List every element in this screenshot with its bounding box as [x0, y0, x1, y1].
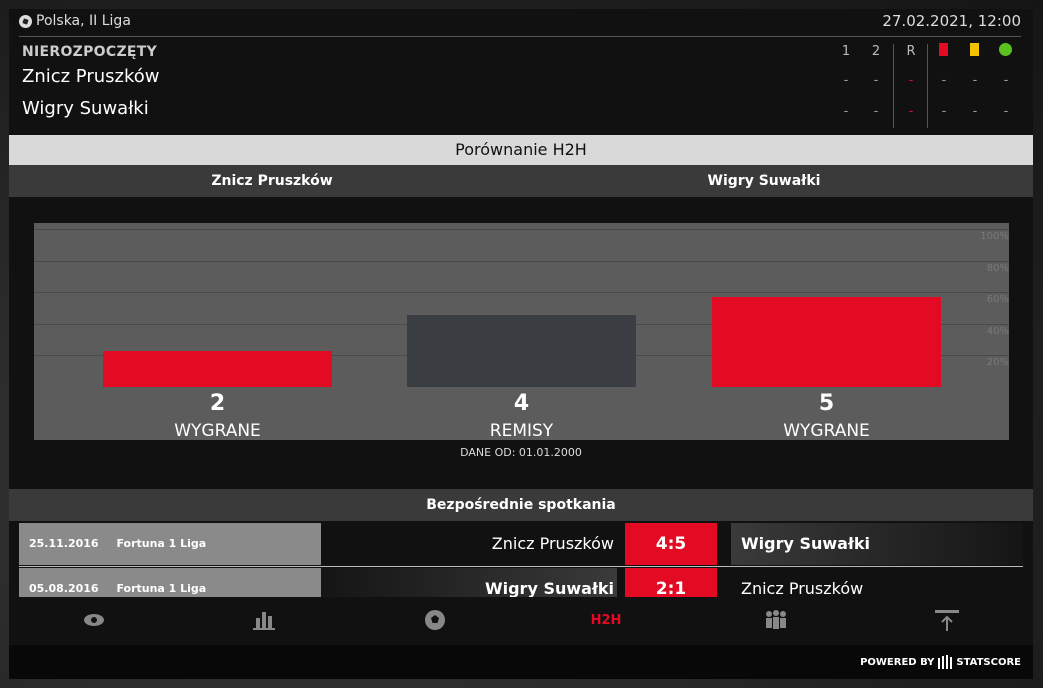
data-since-label: DANE OD: 01.01.2000: [460, 446, 582, 459]
meeting-away-team: Znicz Pruszków: [741, 579, 864, 598]
meeting-competition: Fortuna 1 Liga: [116, 582, 207, 595]
bottom-nav: H2H: [9, 597, 1033, 643]
league-name: Polska, II Liga: [36, 13, 131, 29]
away-team-name[interactable]: Wigry Suwałki: [22, 98, 149, 119]
meeting-competition: Fortuna 1 Liga: [116, 537, 207, 550]
meeting-row[interactable]: 25.11.2016 Fortuna 1 Liga Znicz Pruszków…: [19, 523, 1023, 565]
score-cell: -: [1003, 104, 1009, 119]
chart-value-label: 2: [209, 391, 226, 416]
chart-bar: [407, 315, 636, 387]
meeting-date: 05.08.2016: [29, 582, 99, 595]
yellow-card-icon: [970, 43, 979, 56]
score-cell: -: [873, 104, 879, 119]
match-datetime: 27.02.2021, 12:00: [882, 12, 1021, 30]
score-cell: -: [941, 104, 947, 119]
h2h-title: Porównanie H2H: [9, 135, 1033, 165]
chart-tick-label: 80%: [986, 262, 1009, 274]
score-cell: -: [941, 73, 947, 88]
score-cell: -: [972, 73, 978, 88]
score-cell: -: [843, 73, 849, 88]
brand-label: STATSCORE: [956, 656, 1021, 668]
ball-icon: [425, 610, 445, 630]
red-card-icon: [939, 43, 948, 56]
footer: POWERED BY STATSCORE: [9, 645, 1033, 679]
score-cell: -: [843, 104, 849, 119]
chart-tick-label: 20%: [986, 357, 1009, 369]
col-first-half: 1: [841, 44, 851, 59]
stats-icon: [253, 612, 275, 630]
nav-lineups[interactable]: [691, 597, 861, 643]
lineups-icon: [766, 610, 786, 629]
meeting-score: 4:5: [625, 523, 717, 565]
chart-value-label: 4: [513, 391, 530, 416]
meeting-away-team: Wigry Suwałki: [731, 523, 1023, 565]
col-second-half: 2: [871, 44, 881, 59]
h2h-home-team: Znicz Pruszków: [211, 173, 333, 189]
eye-icon: [84, 614, 104, 626]
col-result: R: [906, 44, 916, 59]
nav-statistics[interactable]: [179, 597, 349, 643]
chart-gridline: [34, 229, 1009, 230]
row-divider: [19, 566, 1023, 567]
meeting-home-team: Wigry Suwałki: [484, 579, 614, 598]
chart-tick-label: 60%: [986, 294, 1009, 306]
league-label: Polska, II Liga: [19, 13, 131, 29]
h2h-away-team: Wigry Suwałki: [707, 173, 821, 189]
match-widget: Polska, II Liga 27.02.2021, 12:00 NIEROZ…: [9, 9, 1033, 679]
meeting-meta: 25.11.2016 Fortuna 1 Liga: [19, 523, 321, 565]
chart-category-label: WYGRANE: [174, 421, 261, 441]
h2h-chart: 100% 80% 60% 40% 20% 2 WYGRANE 4 REMISY 5 WYGRANE: [34, 223, 1009, 441]
chart-gridline: [34, 292, 1009, 294]
score-cell: -: [1003, 73, 1009, 88]
statscore-logo-icon: [938, 655, 953, 669]
nav-scroll-top[interactable]: [862, 597, 1032, 643]
top-icon: [935, 610, 959, 631]
powered-by[interactable]: POWERED BY STATSCORE: [860, 655, 1021, 669]
nav-match-events[interactable]: [350, 597, 520, 643]
chart-category-label: WYGRANE: [783, 421, 870, 441]
corner-icon: [999, 43, 1012, 56]
home-team-name[interactable]: Znicz Pruszków: [22, 66, 160, 87]
col-divider: [893, 44, 894, 128]
chart-bar: [712, 297, 941, 387]
score-cell: -: [908, 73, 914, 88]
powered-label: POWERED BY: [860, 656, 935, 668]
nav-h2h[interactable]: H2H: [590, 612, 622, 628]
chart-tick-label: 40%: [986, 325, 1009, 337]
match-status: NIEROZPOCZĘTY: [22, 44, 158, 60]
nav-live-view[interactable]: [9, 597, 179, 643]
chart-category-label: REMISY: [489, 421, 554, 441]
match-header: Polska, II Liga 27.02.2021, 12:00 NIEROZ…: [9, 9, 1033, 135]
score-cell: -: [908, 104, 914, 119]
score-cell: -: [972, 104, 978, 119]
chart-gridline: [34, 260, 1009, 262]
chart-value-label: 5: [818, 391, 835, 416]
header-divider: [19, 36, 1021, 37]
meetings-title: Bezpośrednie spotkania: [9, 489, 1033, 521]
chart-bar: [103, 351, 332, 387]
meeting-date: 25.11.2016: [29, 537, 99, 550]
col-divider: [927, 44, 928, 128]
score-cell: -: [873, 73, 879, 88]
meeting-home-team: Znicz Pruszków: [491, 534, 614, 553]
football-icon: [19, 14, 32, 28]
chart-tick-label: 100%: [980, 231, 1009, 242]
h2h-teams-bar: Znicz Pruszków Wigry Suwałki: [9, 165, 1033, 197]
